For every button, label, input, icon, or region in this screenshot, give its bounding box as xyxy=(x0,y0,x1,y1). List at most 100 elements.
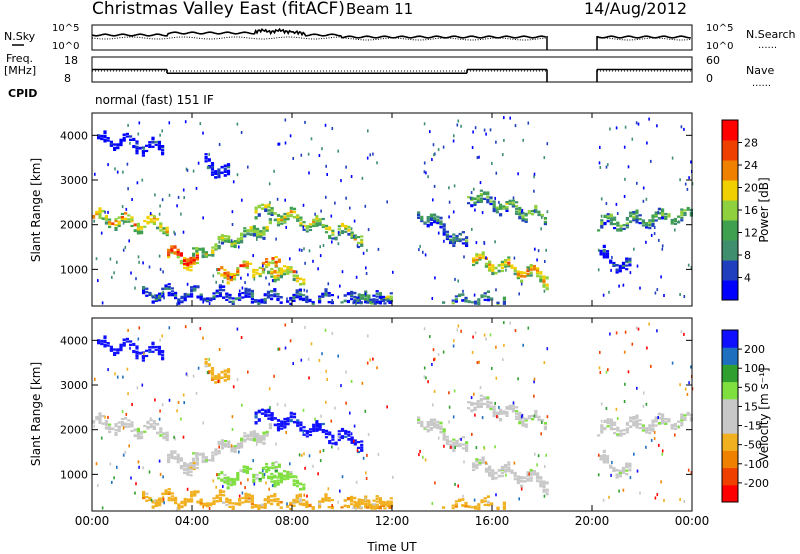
power-cell xyxy=(483,295,487,298)
velocity-cell xyxy=(334,406,336,410)
velocity-cell xyxy=(148,470,151,474)
velocity-cell xyxy=(476,400,480,403)
velocity-cell xyxy=(104,426,108,430)
velocity-cell xyxy=(423,375,426,379)
power-cell xyxy=(529,265,533,269)
power-cell xyxy=(298,297,302,301)
velocity-cell xyxy=(524,425,528,428)
velocity-cell xyxy=(508,404,512,407)
velocity-cell xyxy=(270,499,274,502)
power-cell xyxy=(146,221,150,225)
velocity-cell xyxy=(375,506,379,509)
power-cell xyxy=(513,269,517,273)
velocity-cell xyxy=(489,405,493,408)
power-cell xyxy=(510,264,514,269)
velocity-cell xyxy=(179,457,183,462)
velocity-cell xyxy=(305,500,309,504)
velocity-cell xyxy=(161,350,165,353)
velocity-cell xyxy=(458,437,462,441)
power-cell xyxy=(454,298,458,301)
velocity-cell xyxy=(111,480,113,484)
velocity-cell xyxy=(361,381,364,385)
velocity-cell xyxy=(122,342,126,345)
power-cell xyxy=(284,141,287,145)
power-cell xyxy=(223,271,227,275)
power-cell xyxy=(260,298,264,302)
velocity-cell xyxy=(100,342,104,345)
power-cell xyxy=(625,226,629,229)
power-cell xyxy=(621,261,626,264)
power-cell xyxy=(389,292,393,295)
power-cell xyxy=(214,170,218,173)
power-cell xyxy=(236,241,240,244)
power-cell xyxy=(606,213,610,216)
power-cell xyxy=(145,290,149,294)
velocity-cell xyxy=(263,473,266,476)
velocity-cell xyxy=(230,448,234,452)
velocity-cell xyxy=(526,471,530,474)
velocity-cell xyxy=(658,443,660,447)
power-cell xyxy=(218,240,220,244)
velocity-cell xyxy=(276,476,280,479)
velocity-cell xyxy=(130,421,134,424)
nsearch-legend-dots: ...... xyxy=(758,40,777,51)
power-cell xyxy=(355,302,357,306)
velocity-cell xyxy=(300,358,303,362)
velocity-cell xyxy=(660,480,662,484)
power-cell xyxy=(141,151,145,154)
velocity-cell xyxy=(650,438,653,442)
velocity-cell xyxy=(661,413,665,418)
power-cell xyxy=(315,215,319,218)
power-cell xyxy=(252,254,254,258)
velocity-cell xyxy=(429,418,433,423)
power-cell xyxy=(233,240,237,243)
velocity-cell xyxy=(638,419,642,422)
power-cell xyxy=(120,216,124,219)
velocity-cell xyxy=(265,434,269,437)
velocity-cell xyxy=(236,475,240,478)
velocity-cell xyxy=(654,420,658,423)
velocity-cell xyxy=(236,442,240,445)
velocity-cell xyxy=(236,444,240,447)
velocity-cell xyxy=(270,414,274,417)
power-cell xyxy=(483,197,487,200)
velocity-cell xyxy=(645,445,647,449)
power-cell xyxy=(98,210,102,214)
power-cell xyxy=(122,221,125,225)
power-cell xyxy=(151,300,155,303)
velocity-cell xyxy=(103,335,107,339)
velocity-cell xyxy=(609,418,613,423)
power-cell xyxy=(154,140,158,144)
velocity-cell xyxy=(116,465,118,469)
velocity-cell xyxy=(600,427,604,430)
velocity-cell xyxy=(478,458,482,462)
velocity-cell xyxy=(503,321,505,325)
power-cell xyxy=(473,293,476,297)
velocity-cell xyxy=(318,500,322,503)
velocity-cell xyxy=(533,377,536,381)
velocity-cell xyxy=(457,324,460,328)
velocity-cell xyxy=(473,498,476,502)
power-cell xyxy=(616,212,619,215)
velocity-cell xyxy=(286,419,290,423)
power-cell xyxy=(618,264,622,267)
power-cell xyxy=(337,228,341,231)
velocity-cell xyxy=(201,455,205,459)
velocity-cell xyxy=(298,493,302,497)
power-cell xyxy=(180,295,184,298)
power-cell xyxy=(208,166,210,170)
velocity-cell xyxy=(154,398,156,402)
power-cell xyxy=(635,219,639,224)
power-cell xyxy=(100,231,103,235)
power-cell xyxy=(325,164,327,168)
velocity-cell xyxy=(120,424,124,427)
velocity-cell xyxy=(516,480,520,483)
velocity-cell xyxy=(279,501,283,504)
velocity-cell xyxy=(220,471,224,475)
velocity-cell xyxy=(612,469,616,472)
velocity-cell xyxy=(292,479,296,483)
velocity-cell xyxy=(202,505,204,509)
power-cell xyxy=(536,269,540,272)
velocity-cell xyxy=(283,425,287,428)
